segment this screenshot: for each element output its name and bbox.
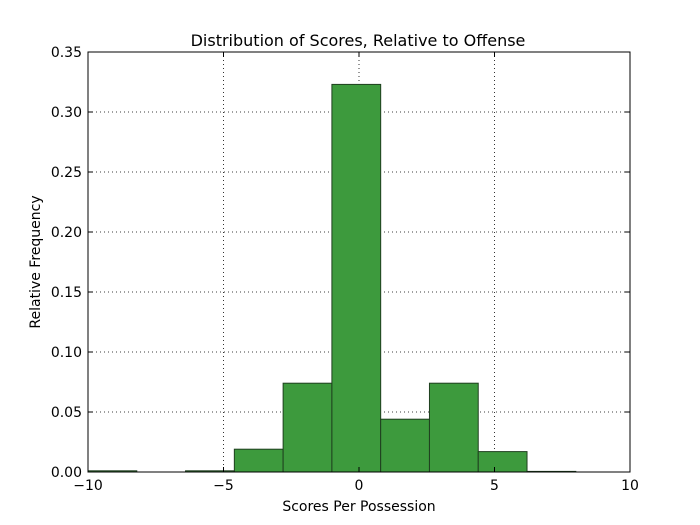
- y-tick-label: 0.15: [51, 285, 82, 301]
- y-tick-label: 0.20: [51, 225, 82, 241]
- x-tick-label: −5: [213, 478, 234, 494]
- x-tick-label: 0: [355, 478, 364, 494]
- y-tick-label: 0.00: [51, 465, 82, 481]
- x-axis-label: Scores Per Possession: [282, 499, 435, 515]
- histogram-bar: [428, 382, 479, 473]
- y-tick-label: 0.05: [51, 405, 82, 421]
- y-tick-label: 0.35: [51, 45, 82, 61]
- histogram-bar: [282, 382, 333, 473]
- bars-layer: [87, 83, 577, 473]
- y-tick-label: 0.30: [51, 105, 82, 121]
- x-tick-label: −10: [73, 478, 103, 494]
- x-tick-label: 10: [621, 478, 639, 494]
- y-axis-label: Relative Frequency: [28, 195, 44, 328]
- ticks-layer: −10 −5 0 5 10 0.00 0.05 0.10 0.15 0.20 0.25 0.30 0.3…: [51, 45, 639, 494]
- histogram-bar: [233, 448, 284, 473]
- histogram-bar: [477, 451, 528, 473]
- y-tick-label: 0.10: [51, 345, 82, 361]
- histogram-bar: [331, 83, 382, 473]
- chart-title: Distribution of Scores, Relative to Offe…: [191, 31, 526, 50]
- histogram-bar: [380, 418, 430, 473]
- x-tick-label: 5: [490, 478, 499, 494]
- y-tick-label: 0.25: [51, 165, 82, 181]
